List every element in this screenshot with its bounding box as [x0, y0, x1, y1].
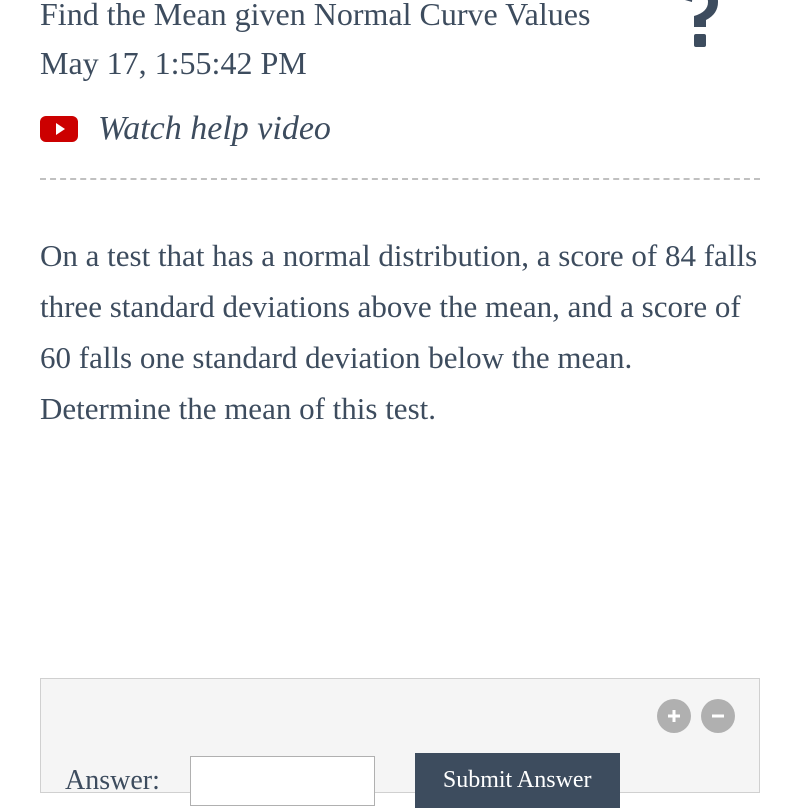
answer-label: Answer:	[65, 765, 160, 797]
help-icon[interactable]	[670, 0, 730, 57]
minus-icon	[710, 708, 726, 724]
plus-icon	[666, 708, 682, 724]
problem-title: Find the Mean given Normal Curve Values	[40, 0, 600, 37]
submit-answer-button[interactable]: Submit Answer	[415, 753, 620, 808]
question-text: On a test that has a normal distribution…	[0, 180, 800, 435]
watch-video-link[interactable]: Watch help video	[98, 110, 331, 148]
answer-panel: Answer: Submit Answer	[40, 678, 760, 793]
decrease-button[interactable]	[701, 699, 735, 733]
increase-button[interactable]	[657, 699, 691, 733]
timestamp: May 17, 1:55:42 PM	[40, 45, 760, 82]
play-video-button[interactable]	[40, 116, 78, 142]
answer-input[interactable]	[190, 756, 375, 806]
play-icon	[56, 123, 65, 135]
